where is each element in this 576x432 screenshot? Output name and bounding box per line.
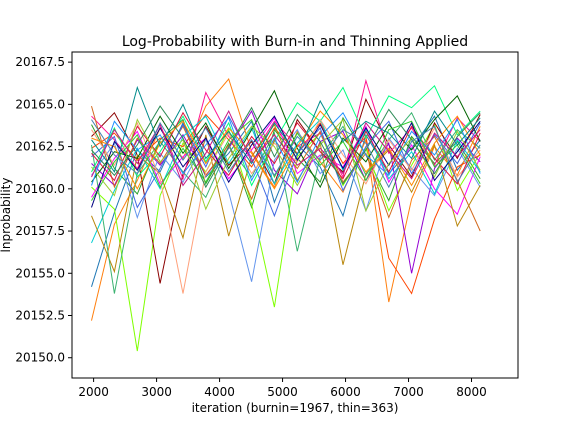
x-tick-label: 7000 (393, 385, 424, 399)
x-tick-label: 5000 (267, 385, 298, 399)
y-tick-label: 20157.5 (15, 224, 65, 238)
x-tick-label: 3000 (141, 385, 172, 399)
x-tick-label: 2000 (78, 385, 109, 399)
y-tick-label: 20167.5 (15, 55, 65, 69)
x-tick-label: 6000 (330, 385, 361, 399)
y-axis-label: lnprobability (0, 178, 13, 253)
chart-title: Log-Probability with Burn-in and Thinnin… (122, 34, 468, 50)
y-tick-label: 20165.0 (15, 97, 65, 111)
y-tick-label: 20152.5 (15, 309, 65, 323)
y-tick-label: 20155.0 (15, 266, 65, 280)
y-tick-label: 20160.0 (15, 182, 65, 196)
x-axis-label: iteration (burnin=1967, thin=363) (192, 401, 399, 415)
y-tick-label: 20162.5 (15, 140, 65, 154)
x-tick-label: 8000 (456, 385, 487, 399)
y-tick-label: 20150.0 (15, 351, 65, 365)
x-tick-label: 4000 (204, 385, 235, 399)
